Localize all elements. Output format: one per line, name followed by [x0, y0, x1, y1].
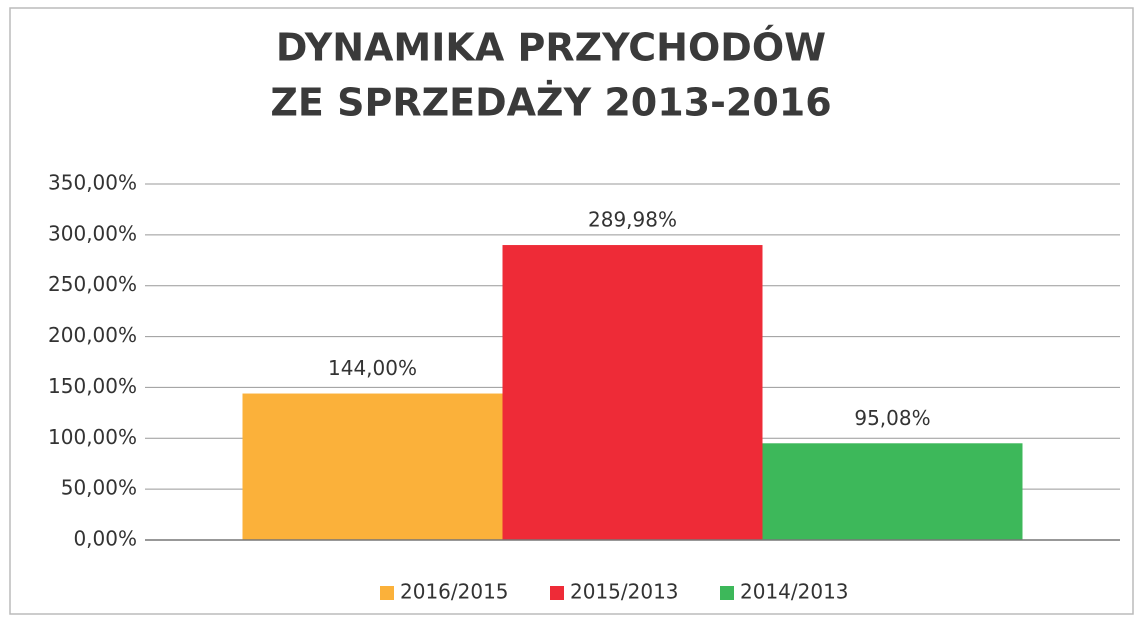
- legend-label: 2016/2015: [400, 580, 509, 604]
- y-tick-label: 350,00%: [48, 171, 137, 195]
- chart-title: ZE SPRZEDAŻY 2013-2016: [270, 81, 831, 125]
- y-tick-label: 0,00%: [73, 527, 137, 551]
- y-tick-label: 150,00%: [48, 374, 137, 398]
- legend-swatch: [720, 586, 734, 600]
- bar: [762, 443, 1023, 540]
- data-label: 144,00%: [328, 356, 417, 380]
- y-tick-label: 50,00%: [61, 476, 137, 500]
- chart-title: DYNAMIKA PRZYCHODÓW: [276, 26, 826, 70]
- y-tick-label: 250,00%: [48, 272, 137, 296]
- y-tick-label: 200,00%: [48, 323, 137, 347]
- bar: [242, 393, 503, 540]
- legend-swatch: [550, 586, 564, 600]
- y-tick-label: 300,00%: [48, 221, 137, 245]
- legend-label: 2015/2013: [570, 580, 679, 604]
- data-label: 289,98%: [588, 208, 677, 232]
- bar: [502, 245, 763, 540]
- legend-label: 2014/2013: [740, 580, 849, 604]
- legend-swatch: [380, 586, 394, 600]
- data-label: 95,08%: [854, 406, 930, 430]
- y-tick-label: 100,00%: [48, 425, 137, 449]
